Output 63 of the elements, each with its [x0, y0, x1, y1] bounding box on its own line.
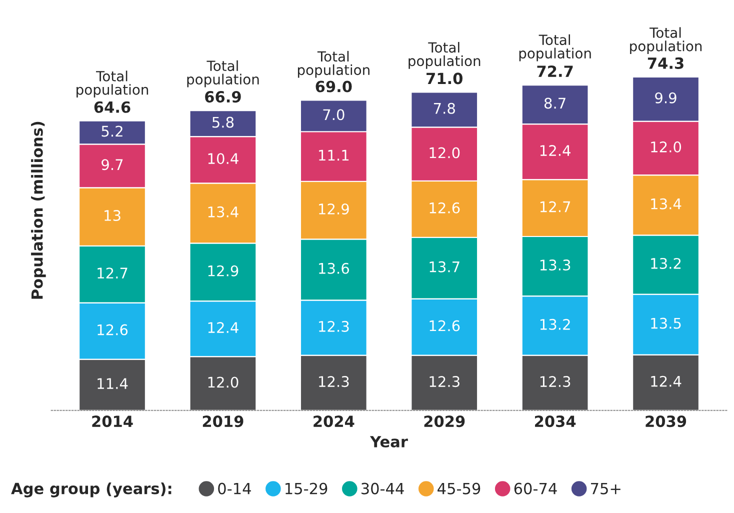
data-label: 12.9 — [319, 203, 349, 215]
data-label: 12.4 — [651, 376, 682, 387]
legend-title: Age group (years): — [11, 482, 172, 498]
data-label: 12.4 — [540, 145, 570, 156]
data-label: 12.0 — [651, 141, 682, 152]
data-label: 10.4 — [208, 153, 238, 164]
legend-label: 60-74 — [514, 482, 557, 494]
data-label: 9.9 — [655, 92, 676, 104]
data-label: 12.7 — [540, 201, 570, 212]
data-label: 13.4 — [208, 206, 238, 218]
data-label: 13.4 — [651, 198, 682, 210]
annotation: Total population — [630, 27, 702, 54]
x-tick-label: 2034 — [535, 416, 576, 428]
total-label: 74.3 — [648, 57, 684, 69]
data-label: 12.6 — [98, 324, 128, 336]
data-label: 13.5 — [651, 318, 681, 329]
legend-label: 0-14 — [218, 482, 251, 494]
x-tick-label: 2014 — [92, 416, 133, 428]
data-label: 13.6 — [319, 262, 349, 274]
data-label: 13.2 — [540, 318, 570, 330]
data-label: 7.0 — [323, 109, 344, 120]
data-label: 12.0 — [208, 376, 238, 388]
data-label: 8.7 — [544, 98, 566, 109]
data-label: 11.4 — [98, 378, 128, 389]
data-label: 12.6 — [430, 320, 460, 332]
annotation: Total population — [187, 60, 259, 88]
legend-label: 15-29 — [286, 482, 328, 494]
data-label: 5.8 — [212, 116, 234, 128]
data-label: 5.2 — [102, 126, 122, 137]
data-label: 9.7 — [102, 159, 123, 170]
x-tick-label: 2019 — [202, 416, 244, 428]
data-label: 12.9 — [208, 265, 238, 276]
annotation: Total population — [408, 42, 480, 69]
data-label: 13 — [104, 210, 120, 222]
data-label: 12.4 — [208, 322, 238, 333]
y-axis-title: Population (millions) — [31, 122, 46, 299]
data-label: 13.2 — [651, 258, 681, 269]
x-tick-label: 2039 — [646, 416, 686, 428]
x-axis-title: Year — [370, 436, 408, 448]
data-label: 12.6 — [430, 202, 460, 214]
data-label: 12.0 — [430, 147, 460, 158]
total-label: 69.0 — [316, 80, 352, 92]
data-label: 12.3 — [430, 376, 460, 388]
x-tick-label: 2029 — [424, 416, 465, 428]
total-label: 64.6 — [94, 101, 130, 113]
annotation: Total population — [298, 50, 370, 78]
data-label: 12.3 — [540, 376, 570, 388]
total-label: 71.0 — [426, 72, 462, 84]
data-label: 11.1 — [319, 150, 349, 161]
data-label: 12.3 — [319, 376, 349, 388]
data-label: 7.8 — [434, 102, 455, 114]
legend-label: 75+ — [591, 482, 620, 494]
data-label: 13.7 — [430, 261, 460, 272]
data-label: 13.3 — [540, 260, 570, 271]
total-label: 66.9 — [205, 91, 241, 103]
annotation: Total population — [519, 34, 591, 62]
data-label: 12.3 — [319, 320, 349, 332]
data-label: 12.7 — [98, 268, 128, 278]
total-label: 72.7 — [537, 66, 573, 77]
x-tick-label: 2024 — [314, 416, 354, 428]
legend-label: 30-44 — [362, 482, 404, 494]
legend-label: 45-59 — [438, 482, 480, 494]
annotation: Total population — [76, 70, 148, 98]
